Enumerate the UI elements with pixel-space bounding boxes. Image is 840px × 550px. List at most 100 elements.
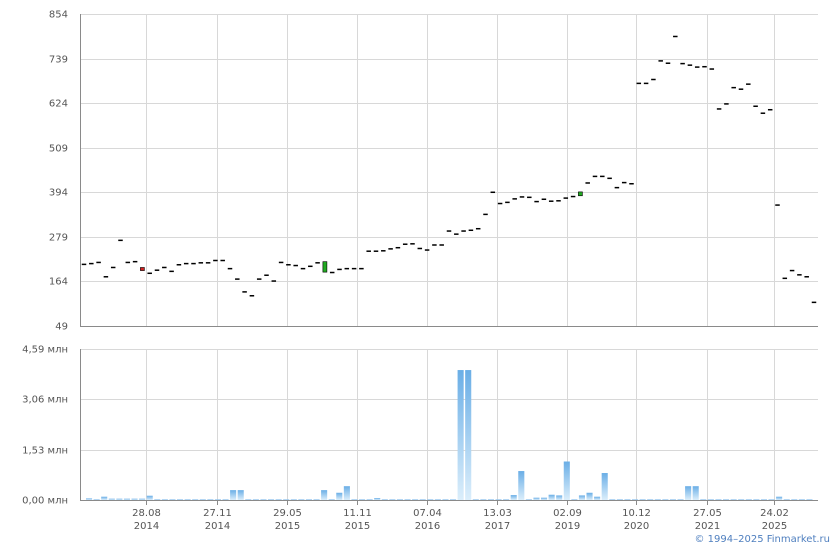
volume-bar [669, 499, 676, 501]
price-candle [118, 239, 123, 242]
volume-bar [275, 499, 282, 501]
price-candle [271, 280, 277, 282]
volume-bar [639, 499, 646, 501]
volume-bar [169, 499, 176, 501]
volume-bar [192, 499, 199, 501]
x-tick-date-label: 02.09 [553, 508, 582, 519]
price-y-tick-label: 509 [49, 144, 68, 155]
price-candle [147, 272, 152, 275]
price-candle [278, 261, 284, 264]
volume-bar [351, 499, 358, 501]
price-candle [198, 262, 204, 264]
price-y-tick-label: 854 [49, 10, 68, 21]
x-axis: 28.08 2014 27.11 2014 29.05 2015 11.11 2015 07.0… [80, 500, 818, 532]
volume-bar [146, 495, 153, 500]
price-candle [454, 233, 459, 235]
volume-y-tick-label: 3,06 млн [22, 395, 68, 406]
volume-bar [533, 497, 540, 500]
volume-bar [685, 486, 692, 500]
price-candle [140, 267, 145, 271]
price-candle [789, 269, 795, 272]
volume-bar [305, 499, 312, 501]
volume-bar [730, 499, 737, 501]
volume-bar [556, 495, 563, 500]
volume-bar [700, 499, 707, 501]
volume-bar [86, 498, 93, 500]
volume-bar [510, 495, 517, 500]
price-y-tick-label: 394 [49, 188, 68, 199]
price-candle [256, 278, 262, 280]
volume-bar [495, 499, 502, 501]
price-candle [125, 261, 131, 264]
volume-bar [260, 499, 267, 501]
copyright-text: © 1994–2025 Finmarket.ru [694, 534, 830, 545]
price-candle [541, 198, 547, 201]
volume-bar [381, 499, 388, 501]
volume-bar [237, 490, 244, 500]
volume-y-tick-label: 1,53 млн [22, 446, 68, 457]
x-tick-year-label: 2015 [275, 521, 300, 532]
price-y-tick-label: 624 [49, 99, 68, 110]
price-candle [264, 274, 269, 276]
volume-bar [108, 498, 115, 500]
price-candle [227, 267, 233, 270]
volume-bar [624, 499, 631, 501]
volume-bar [548, 494, 555, 500]
price-candle [716, 108, 722, 110]
volume-bar [161, 499, 168, 501]
volume-bar [707, 499, 714, 501]
volume-bar [116, 498, 123, 500]
volume-bar [298, 499, 305, 501]
price-candle [760, 112, 766, 114]
volume-bar [199, 499, 206, 501]
volume-bar [101, 496, 108, 500]
volume-bar [396, 499, 403, 501]
volume-panel: 4,59 млн 3,06 млн 1,53 млн 0,00 млн [22, 345, 818, 507]
volume-bar [313, 499, 320, 501]
price-candle [680, 62, 685, 65]
price-candle [665, 62, 671, 64]
price-candle [315, 262, 320, 264]
price-candle [804, 276, 809, 278]
volume-bar [123, 498, 130, 500]
volume-bar [419, 499, 426, 501]
volume-bar [177, 499, 184, 501]
price-candle [286, 264, 291, 266]
price-candle [585, 182, 590, 184]
price-candle [497, 202, 503, 205]
x-tick-year-label: 2015 [345, 521, 370, 532]
price-candle [344, 267, 350, 270]
volume-bar [222, 499, 229, 501]
volume-bar [139, 498, 146, 500]
x-tick-date-label: 28.08 [132, 508, 161, 519]
price-candle [746, 83, 751, 85]
price-candle [110, 266, 116, 269]
price-candle [534, 200, 539, 203]
volume-bar [806, 499, 813, 501]
volume-bar [321, 490, 328, 500]
volume-bar [154, 499, 161, 501]
x-tick-date-label: 27.05 [693, 508, 722, 519]
volume-y-tick-label: 0,00 млн [22, 496, 68, 507]
volume-bar [677, 499, 684, 501]
price-candle [738, 88, 744, 90]
price-candle [183, 262, 189, 265]
volume-bar [131, 498, 138, 500]
price-candle [694, 66, 700, 68]
volume-bar [578, 495, 585, 500]
volume-bar [434, 499, 441, 501]
volume-bar [404, 499, 411, 501]
volume-bar [480, 499, 487, 501]
volume-bar [654, 499, 661, 501]
price-candle [519, 196, 525, 198]
price-candle [81, 263, 87, 266]
volume-bar [343, 486, 350, 500]
volume-bar [798, 499, 805, 501]
volume-y-tick-label: 4,59 млн [22, 345, 68, 356]
price-candle [96, 261, 101, 264]
price-candle [548, 200, 554, 202]
price-candle [658, 60, 663, 62]
price-candle [205, 262, 211, 264]
volume-bar [283, 499, 290, 501]
price-candle [556, 200, 561, 202]
